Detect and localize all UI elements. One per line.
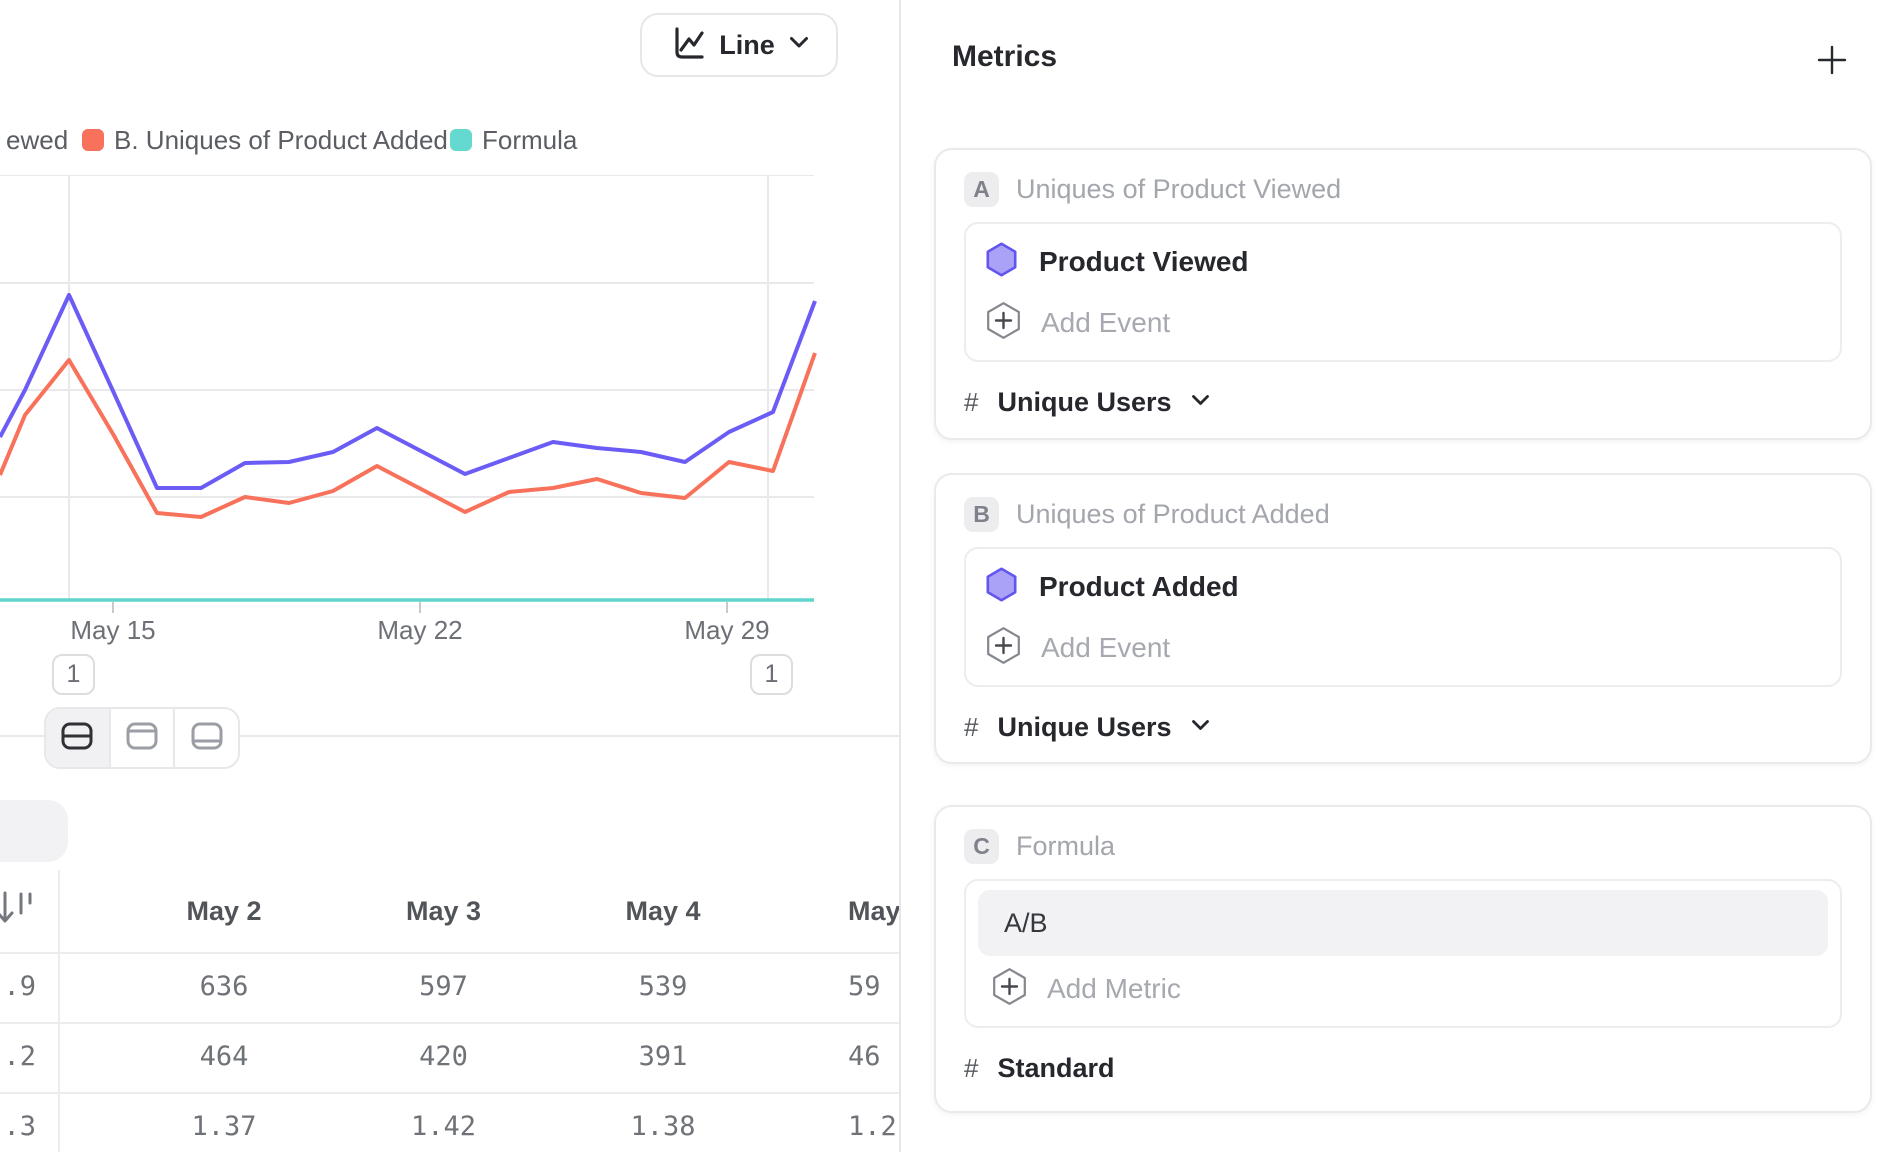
column-header[interactable]: May 2 (186, 896, 262, 926)
data-table: May 2 May 3 May 4 May .9 636 597 539 59 … (0, 860, 899, 1152)
split-horizontal-icon (60, 721, 94, 756)
hash-icon: # (964, 386, 979, 417)
event-box: Product Viewed Add Event (964, 222, 1842, 362)
measure-label: Standard (997, 1052, 1115, 1083)
legend-item-formula[interactable]: Formula (450, 124, 578, 155)
table-cell: 1.37 (191, 1111, 257, 1142)
legend-label: ewed (6, 124, 69, 155)
table-cell: 1.42 (410, 1111, 477, 1142)
legend-item-viewed[interactable]: ewed (6, 124, 69, 155)
event-box: Product Added Add Event (964, 547, 1842, 687)
series-count-badge-left[interactable]: 1 (52, 654, 95, 695)
legend-item-added[interactable]: B. Uniques of Product Added (82, 124, 448, 155)
measure-selector[interactable]: # Unique Users (964, 701, 1842, 753)
formula-box: A/B Add Metric (964, 879, 1842, 1028)
legend-label: B. Uniques of Product Added (114, 124, 448, 155)
event-row-product-viewed[interactable]: Product Viewed (986, 231, 1820, 292)
x-axis-label: May 29 (684, 615, 770, 645)
row-divider (0, 1092, 899, 1094)
add-event-button[interactable]: Add Event (986, 617, 1820, 678)
chart-type-label: Line (719, 29, 775, 60)
section-divider (0, 735, 899, 737)
metric-card-b: B Uniques of Product Added Product Added (934, 473, 1872, 764)
x-axis-label: May 15 (70, 615, 156, 645)
event-name: Product Viewed (1039, 245, 1249, 277)
column-header[interactable]: May 4 (625, 896, 701, 926)
layout-split-horizontal-button[interactable] (46, 709, 109, 767)
measure-selector[interactable]: # Unique Users (964, 376, 1842, 428)
column-header[interactable]: May 3 (405, 896, 482, 926)
table-cell: 597 (419, 971, 468, 1002)
add-metric-label: Add Metric (1047, 972, 1181, 1004)
hexagon-plus-icon (986, 301, 1021, 345)
measure-selector[interactable]: # Standard (964, 1042, 1842, 1094)
table-cell: 1.2 (848, 1111, 897, 1142)
metric-badge: B (964, 497, 999, 532)
legend-swatch-orange (82, 129, 104, 151)
line-chart-icon (669, 25, 705, 66)
event-name: Product Added (1039, 570, 1239, 602)
chevron-down-icon (1191, 393, 1210, 411)
panel-title: Metrics (952, 40, 1058, 73)
table-cell: 391 (638, 1041, 688, 1072)
table-cell: 46 (848, 1041, 881, 1072)
metric-badge: C (964, 829, 999, 864)
table-cell: 539 (638, 971, 688, 1002)
event-row-product-added[interactable]: Product Added (986, 556, 1820, 617)
table-cell: .2 (3, 1041, 36, 1072)
formula-input[interactable]: A/B (978, 890, 1828, 956)
hash-icon: # (964, 1052, 979, 1083)
table-tab-partial[interactable] (0, 800, 68, 862)
hash-icon: # (964, 711, 979, 742)
line-chart-plot[interactable] (0, 175, 899, 625)
metrics-panel: Metrics A Uniques of Product Viewed P (899, 0, 1898, 1152)
metric-badge: A (964, 172, 999, 207)
add-event-button[interactable]: Add Event (986, 292, 1820, 353)
chevron-down-icon (1191, 718, 1210, 736)
row-divider (0, 952, 899, 954)
measure-label: Unique Users (997, 711, 1172, 742)
x-axis-label: May 22 (377, 615, 463, 645)
add-metric-plus-icon[interactable] (1816, 44, 1848, 81)
column-header[interactable]: May (848, 896, 899, 926)
table-cell: 464 (199, 1041, 249, 1072)
add-event-label: Add Event (1041, 306, 1171, 338)
panel-bottom-icon (190, 721, 224, 756)
chart-type-button[interactable]: Line (640, 13, 838, 77)
metric-card-header: Uniques of Product Viewed (1016, 174, 1342, 204)
metric-card-c: C Formula A/B Add Metric # Standar (934, 805, 1872, 1113)
layout-panel-top-button[interactable] (108, 709, 174, 767)
metric-card-a: A Uniques of Product Viewed Product View… (934, 148, 1872, 440)
layout-panel-bottom-button[interactable] (173, 709, 238, 767)
layout-toggle-group (44, 707, 240, 769)
chevron-down-icon (789, 36, 809, 54)
table-cell: 636 (199, 971, 249, 1002)
hexagon-icon (986, 241, 1017, 282)
add-metric-button[interactable]: Add Metric (978, 958, 1828, 1019)
hexagon-plus-icon (986, 626, 1021, 670)
panel-top-icon (125, 721, 159, 756)
table-cell: 420 (419, 1041, 468, 1072)
table-cell: .9 (3, 971, 36, 1002)
add-event-label: Add Event (1041, 631, 1171, 663)
row-divider (0, 1022, 899, 1024)
measure-label: Unique Users (997, 386, 1172, 417)
hexagon-icon (986, 566, 1017, 607)
frozen-column-divider (58, 870, 60, 1152)
hexagon-plus-icon (992, 967, 1027, 1011)
metric-card-header: Formula (1016, 831, 1116, 861)
table-cell: 59 (848, 971, 881, 1002)
legend-label: Formula (482, 124, 578, 155)
legend-swatch-teal (450, 129, 472, 151)
metric-card-header: Uniques of Product Added (1016, 499, 1330, 529)
table-cell: 1.38 (630, 1111, 696, 1142)
series-count-badge-right[interactable]: 1 (750, 654, 793, 695)
sort-descending-icon[interactable] (0, 886, 38, 935)
table-cell: .3 (3, 1111, 36, 1142)
